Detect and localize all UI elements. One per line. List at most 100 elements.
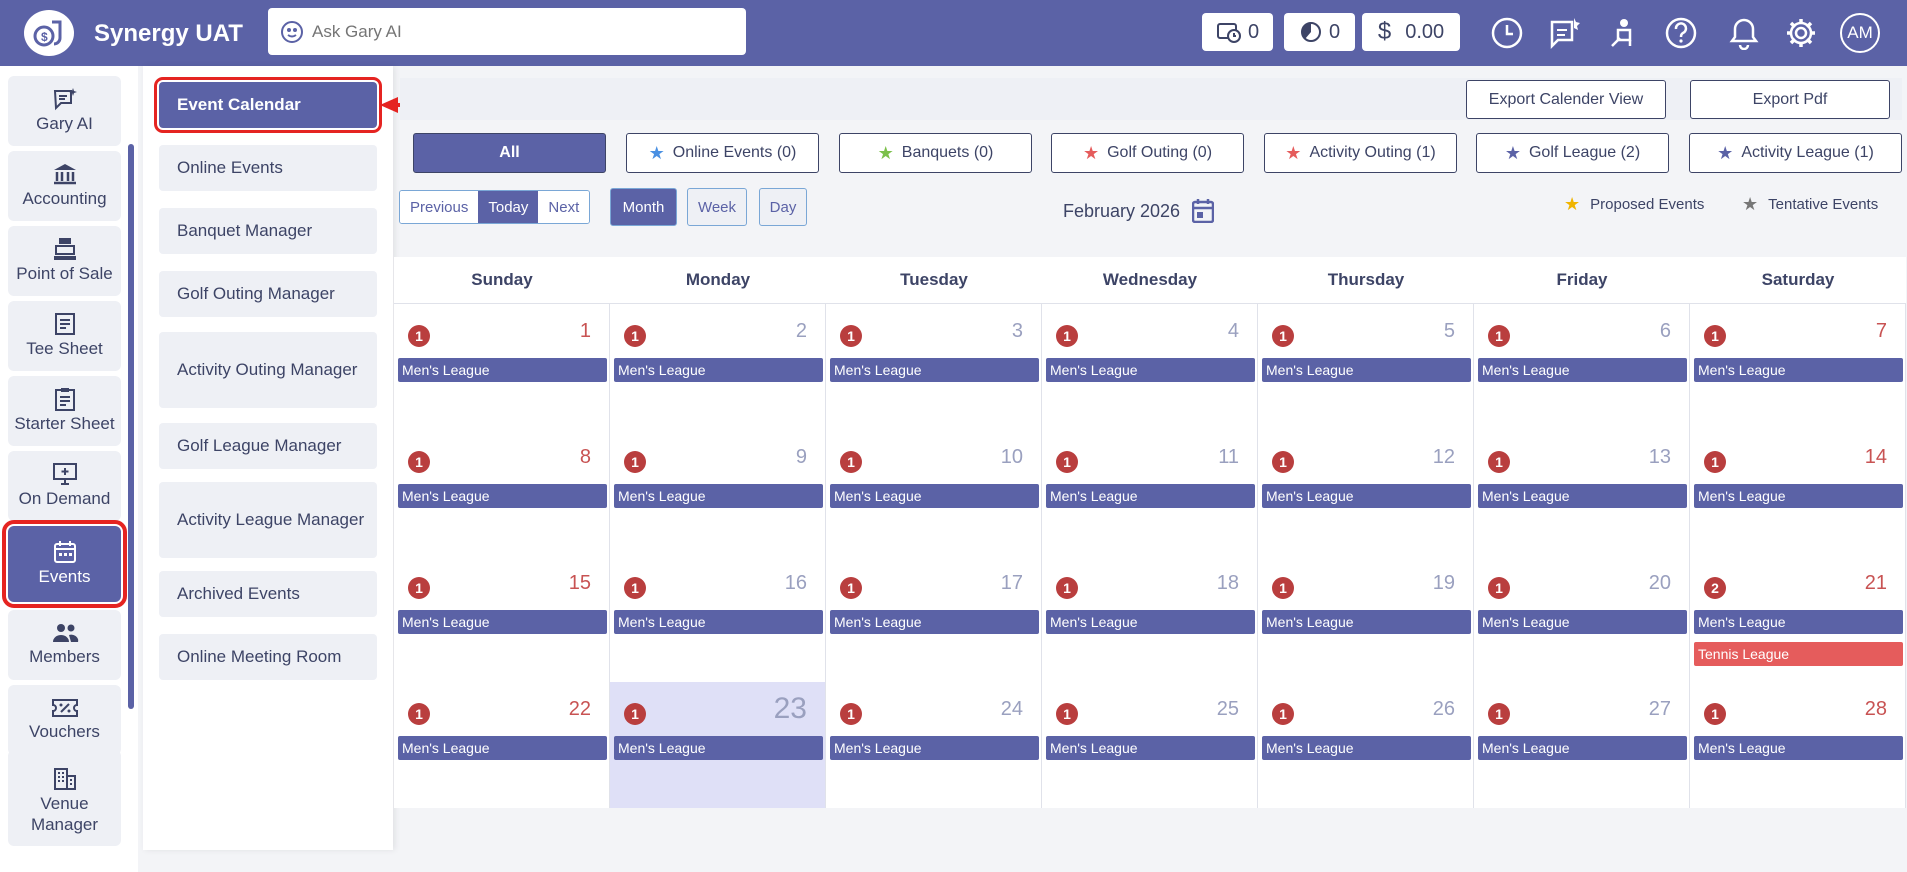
day-number[interactable]: 1 — [579, 320, 591, 342]
day-number[interactable]: 4 — [1227, 320, 1239, 342]
day-number[interactable]: 15 — [568, 572, 591, 594]
calendar-event[interactable]: Men's League — [1478, 358, 1687, 382]
submenu-golf-league-manager[interactable]: Golf League Manager — [159, 423, 377, 469]
export-pdf-button[interactable]: Export Pdf — [1690, 80, 1890, 119]
calendar-event[interactable]: Men's League — [1262, 610, 1471, 634]
filter-online-events[interactable]: ★ Online Events (0) — [626, 133, 819, 173]
calendar-day-cell[interactable]: 1 7 Men's League — [1690, 304, 1906, 430]
submenu-activity-outing-manager[interactable]: Activity Outing Manager — [159, 332, 377, 408]
calendar-event[interactable]: Men's League — [1262, 736, 1471, 760]
day-number[interactable]: 18 — [1216, 572, 1239, 594]
day-number[interactable]: 26 — [1432, 698, 1455, 720]
filter-activity-league[interactable]: ★ Activity League (1) — [1689, 133, 1902, 173]
calendar-day-cell[interactable]: 1 15 Men's League — [394, 556, 610, 682]
calendar-day-cell[interactable]: 1 26 Men's League — [1258, 682, 1474, 808]
day-number[interactable]: 22 — [568, 698, 591, 720]
calendar-event[interactable]: Men's League — [614, 610, 823, 634]
day-number[interactable]: 16 — [784, 572, 807, 594]
sidebar-scrollbar[interactable] — [128, 144, 134, 709]
notes-icon[interactable] — [1546, 14, 1584, 52]
calendar-event[interactable]: Men's League — [398, 358, 607, 382]
calendar-event[interactable]: Tennis League — [1694, 642, 1903, 666]
export-calendar-button[interactable]: Export Calender View — [1466, 80, 1666, 119]
calendar-day-cell[interactable]: 1 24 Men's League — [826, 682, 1042, 808]
points-counter[interactable]: 0 — [1284, 13, 1355, 51]
calendar-day-cell[interactable]: 1 4 Men's League — [1042, 304, 1258, 430]
search-box[interactable] — [268, 8, 746, 55]
submenu-online-events[interactable]: Online Events — [159, 145, 377, 191]
sidebar-item-vouchers[interactable]: Vouchers — [8, 685, 121, 755]
calendar-event[interactable]: Men's League — [1046, 736, 1255, 760]
filter-banquets[interactable]: ★ Banquets (0) — [839, 133, 1032, 173]
calendar-event[interactable]: Men's League — [398, 610, 607, 634]
today-button[interactable]: Today — [478, 191, 539, 223]
calendar-event[interactable]: Men's League — [830, 736, 1039, 760]
calendar-event[interactable]: Men's League — [1694, 610, 1903, 634]
day-number[interactable]: 27 — [1648, 698, 1671, 720]
calendar-day-cell[interactable]: 1 28 Men's League — [1690, 682, 1906, 808]
day-number[interactable]: 19 — [1432, 572, 1455, 594]
sidebar-item-events[interactable]: Events — [2, 520, 127, 608]
day-number[interactable]: 6 — [1659, 320, 1671, 342]
calendar-event[interactable]: Men's League — [1478, 610, 1687, 634]
calendar-day-cell[interactable]: 1 12 Men's League — [1258, 430, 1474, 556]
bell-icon[interactable] — [1725, 14, 1763, 52]
filter-all[interactable]: All — [413, 133, 606, 173]
day-number[interactable]: 17 — [1000, 572, 1023, 594]
calendar-event[interactable]: Men's League — [830, 484, 1039, 508]
day-number[interactable]: 7 — [1875, 320, 1887, 342]
day-number[interactable]: 20 — [1648, 572, 1671, 594]
calendar-day-cell[interactable]: 1 14 Men's League — [1690, 430, 1906, 556]
search-input[interactable] — [312, 21, 732, 42]
calendar-day-cell[interactable]: 1 3 Men's League — [826, 304, 1042, 430]
calendar-event[interactable]: Men's League — [1046, 358, 1255, 382]
day-number[interactable]: 13 — [1648, 446, 1671, 468]
view-month-button[interactable]: Month — [610, 188, 677, 226]
calendar-day-cell[interactable]: 1 9 Men's League — [610, 430, 826, 556]
submenu-archived-events[interactable]: Archived Events — [159, 571, 377, 617]
gear-icon[interactable] — [1782, 14, 1820, 52]
calendar-event[interactable]: Men's League — [1262, 358, 1471, 382]
calendar-day-cell[interactable]: 1 16 Men's League — [610, 556, 826, 682]
sidebar-item-venue-manager[interactable]: Venue Manager — [8, 750, 121, 846]
calendar-day-cell[interactable]: 1 20 Men's League — [1474, 556, 1690, 682]
day-number[interactable]: 28 — [1864, 698, 1887, 720]
calendar-day-cell[interactable]: 1 6 Men's League — [1474, 304, 1690, 430]
calendar-day-cell[interactable]: 1 13 Men's League — [1474, 430, 1690, 556]
help-icon[interactable] — [1662, 14, 1700, 52]
calendar-day-cell[interactable]: 1 8 Men's League — [394, 430, 610, 556]
view-week-button[interactable]: Week — [687, 188, 747, 226]
calendar-day-cell[interactable]: 1 11 Men's League — [1042, 430, 1258, 556]
filter-golf-league[interactable]: ★ Golf League (2) — [1476, 133, 1669, 173]
submenu-banquet-manager[interactable]: Banquet Manager — [159, 208, 377, 254]
day-number[interactable]: 25 — [1216, 698, 1239, 720]
day-number[interactable]: 24 — [1000, 698, 1023, 720]
calendar-event[interactable]: Men's League — [398, 484, 607, 508]
view-day-button[interactable]: Day — [759, 188, 807, 226]
sidebar-item-starter-sheet[interactable]: Starter Sheet — [8, 376, 121, 446]
next-button[interactable]: Next — [538, 191, 590, 223]
day-number[interactable]: 9 — [795, 446, 807, 468]
calendar-event[interactable]: Men's League — [614, 484, 823, 508]
calendar-event[interactable]: Men's League — [830, 358, 1039, 382]
calendar-event[interactable]: Men's League — [398, 736, 607, 760]
sidebar-item-tee-sheet[interactable]: Tee Sheet — [8, 301, 121, 371]
calendar-picker-icon[interactable] — [1192, 199, 1215, 223]
sidebar-item-accounting[interactable]: Accounting — [8, 151, 121, 221]
calendar-event[interactable]: Men's League — [1694, 736, 1903, 760]
calendar-event[interactable]: Men's League — [1478, 484, 1687, 508]
calendar-day-cell[interactable]: 1 23 Men's League — [610, 682, 826, 808]
submenu-event-calendar[interactable]: Event Calendar — [154, 77, 382, 133]
submenu-golf-outing-manager[interactable]: Golf Outing Manager — [159, 271, 377, 317]
calendar-event[interactable]: Men's League — [1262, 484, 1471, 508]
day-number[interactable]: 23 — [773, 692, 807, 725]
calendar-day-cell[interactable]: 1 27 Men's League — [1474, 682, 1690, 808]
day-number[interactable]: 14 — [1864, 446, 1887, 468]
sidebar-item-on-demand[interactable]: On Demand — [8, 451, 121, 521]
filter-activity-outing[interactable]: ★ Activity Outing (1) — [1264, 133, 1457, 173]
golfer-icon[interactable] — [1604, 14, 1642, 52]
calendar-day-cell[interactable]: 1 19 Men's League — [1258, 556, 1474, 682]
calendar-event[interactable]: Men's League — [614, 736, 823, 760]
day-number[interactable]: 10 — [1000, 446, 1023, 468]
calendar-event[interactable]: Men's League — [1046, 610, 1255, 634]
